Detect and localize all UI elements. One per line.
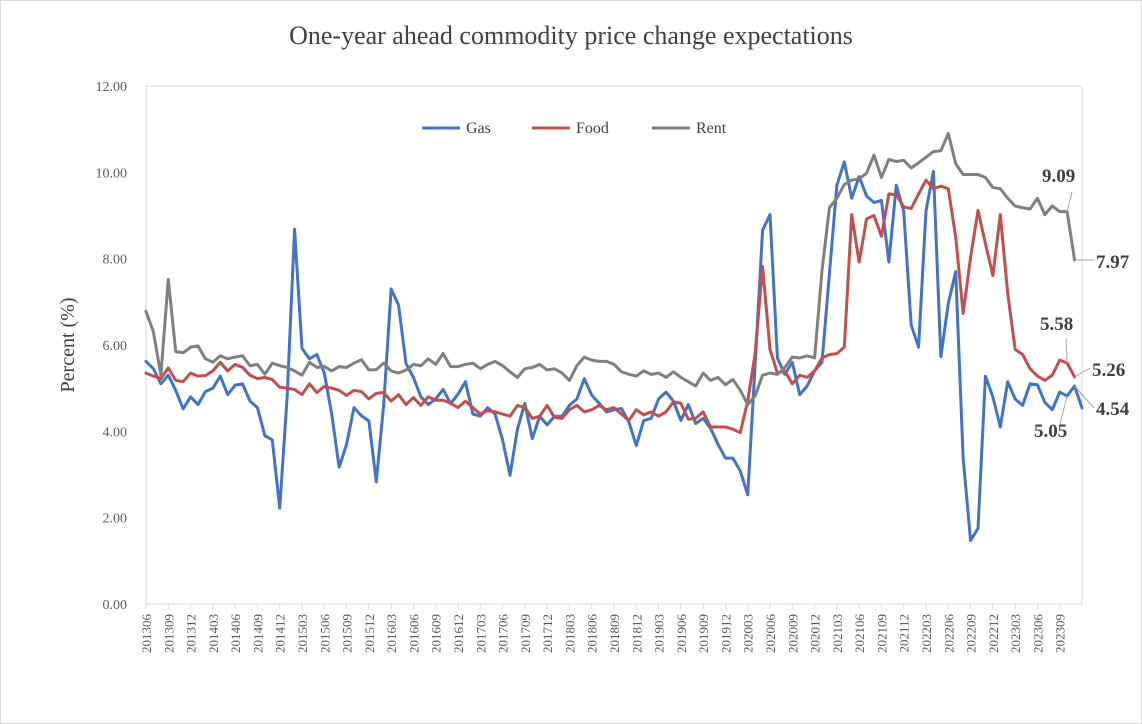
x-tick-label: 201706 — [496, 614, 511, 654]
x-tick-label: 201812 — [629, 614, 644, 653]
x-tick-label: 201809 — [607, 614, 622, 653]
x-tick-label: 201306 — [139, 614, 154, 654]
annotation-label: 9.09 — [1042, 166, 1075, 187]
legend-label-gas: Gas — [466, 120, 491, 137]
x-tick-label: 202306 — [1030, 614, 1045, 654]
x-tick-label: 201509 — [340, 614, 355, 653]
annotation-leader-line — [1074, 385, 1095, 409]
annotation-label: 5.05 — [1034, 421, 1067, 442]
x-tick-label: 201906 — [674, 614, 689, 654]
x-tick-label: 201703 — [473, 614, 488, 653]
chart-title: One-year ahead commodity price change ex… — [289, 21, 853, 50]
x-tick-label: 201909 — [696, 614, 711, 653]
x-tick-label: 201803 — [562, 614, 577, 653]
series-line-gas — [144, 160, 1084, 543]
x-tick-label: 202303 — [1008, 614, 1023, 653]
series-line-rent — [144, 131, 1077, 407]
x-tick-label: 202003 — [741, 614, 756, 653]
y-tick-label: 0.00 — [103, 598, 128, 613]
x-tick-label: 202006 — [763, 614, 778, 654]
x-tick-label: 202203 — [919, 614, 934, 653]
annotation-leader-line — [1065, 337, 1068, 364]
y-axis-label: Percent (%) — [57, 298, 79, 393]
x-tick-label: 201606 — [406, 614, 421, 654]
x-tick-label: 201403 — [206, 614, 221, 653]
y-tick-label: 10.00 — [96, 166, 128, 181]
x-tick-label: 201312 — [184, 614, 199, 653]
x-tick-label: 202106 — [852, 614, 867, 654]
x-tick-label: 201412 — [273, 614, 288, 653]
x-tick-label: 202112 — [897, 614, 912, 653]
series-line-food — [144, 178, 1077, 435]
x-tick-label: 202209 — [964, 614, 979, 653]
x-tick-label: 201603 — [384, 614, 399, 653]
x-tick-label: 201712 — [540, 614, 555, 653]
x-tick-label: 202009 — [785, 614, 800, 653]
x-tick-label: 202109 — [874, 614, 889, 653]
x-tick-label: 201409 — [250, 614, 265, 653]
annotation-label: 5.26 — [1092, 360, 1125, 381]
annotation-leader-line — [1074, 367, 1091, 378]
y-tick-label: 6.00 — [103, 339, 128, 354]
x-tick-label: 201506 — [317, 614, 332, 654]
x-tick-label: 202103 — [830, 614, 845, 653]
x-tick-label: 201806 — [585, 614, 600, 654]
x-tick-label: 202012 — [808, 614, 823, 653]
legend-label-food: Food — [576, 120, 609, 137]
y-tick-label: 4.00 — [103, 425, 128, 440]
x-tick-label: 201709 — [518, 614, 533, 653]
y-tick-label: 12.00 — [96, 80, 128, 95]
x-tick-label: 201903 — [652, 614, 667, 653]
annotation-leader-line — [1066, 191, 1073, 212]
x-tick-label: 201503 — [295, 614, 310, 653]
x-tick-label: 201612 — [451, 614, 466, 653]
x-tick-label: 201309 — [161, 614, 176, 653]
x-tick-label: 201912 — [718, 614, 733, 653]
x-tick-label: 201512 — [362, 614, 377, 653]
y-tick-label: 8.00 — [103, 253, 128, 268]
annotation-label: 4.54 — [1096, 399, 1130, 420]
y-tick-label: 2.00 — [103, 512, 128, 527]
annotation-label: 5.58 — [1040, 314, 1073, 335]
x-tick-label: 202212 — [986, 614, 1001, 653]
x-tick-label: 202309 — [1053, 614, 1068, 653]
x-tick-label: 201609 — [429, 614, 444, 653]
annotation-leader-line — [1059, 395, 1068, 425]
x-tick-label: 202206 — [941, 614, 956, 654]
legend-label-rent: Rent — [696, 120, 727, 137]
x-tick-label: 201406 — [228, 614, 243, 654]
annotation-label: 7.97 — [1096, 252, 1130, 273]
